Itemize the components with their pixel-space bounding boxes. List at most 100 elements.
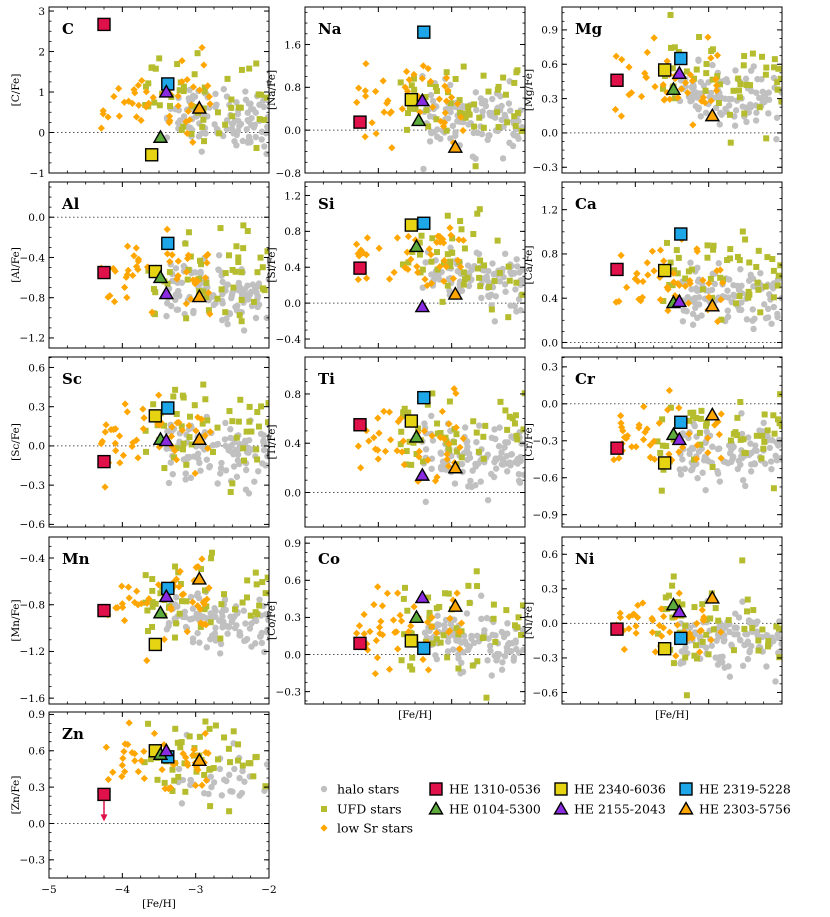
halo-star-point: [434, 126, 441, 133]
halo-star-point: [484, 496, 492, 504]
low-sr-star-point: [681, 282, 689, 290]
ufd-star-point: [771, 430, 778, 437]
low-sr-star-point: [670, 278, 678, 286]
low-sr-star-point: [661, 95, 669, 103]
ufd-star-point: [233, 243, 240, 250]
low-sr-star-point: [154, 581, 163, 589]
halo-star-point: [697, 78, 704, 86]
ufd-star-point: [264, 574, 269, 581]
low-sr-star-point: [637, 92, 646, 101]
low-sr-star-point: [623, 432, 632, 440]
star-he-2319-5228: [417, 25, 431, 39]
ufd-star-point: [765, 643, 772, 650]
low-sr-star-point: [191, 469, 199, 477]
halo-star-point: [219, 618, 226, 626]
halo-star-point: [452, 129, 459, 136]
y-tick-label: 0.0: [541, 399, 558, 411]
halo-star-point: [186, 616, 194, 623]
ufd-star-point: [230, 728, 237, 735]
low-sr-star-point: [118, 582, 126, 590]
halo-star-point: [194, 629, 201, 637]
y-tick-label: 0.0: [284, 298, 301, 310]
low-sr-star-point: [119, 754, 127, 762]
low-sr-star-point: [144, 263, 152, 271]
ufd-star-point: [506, 413, 513, 420]
low-sr-star-point: [372, 636, 380, 645]
star-he-0104-5300: [408, 429, 425, 443]
halo-star-point: [187, 124, 194, 132]
ufd-star-point: [185, 266, 192, 273]
low-sr-star-point: [679, 443, 687, 451]
low-sr-star-point: [639, 277, 647, 286]
low-sr-star-point: [617, 412, 625, 420]
halo-star-point: [691, 299, 699, 306]
halo-star-point: [744, 638, 752, 645]
low-sr-star-point: [394, 645, 402, 653]
halo-star-point: [179, 776, 187, 784]
low-sr-star-point: [611, 105, 620, 114]
halo-star-point: [756, 427, 763, 434]
low-sr-star-point: [132, 113, 141, 121]
halo-star-point: [240, 607, 248, 614]
low-sr-star-point: [455, 628, 464, 636]
ufd-star-point: [247, 612, 254, 619]
low-sr-star-point: [633, 613, 642, 622]
halo-star-point: [496, 424, 503, 431]
halo-star-point: [458, 639, 465, 646]
element-label: Ca: [575, 195, 597, 213]
ufd-star-point: [214, 295, 221, 302]
halo-star-point: [243, 126, 250, 133]
ufd-star-point: [218, 601, 225, 608]
ufd-star-point: [405, 259, 412, 266]
halo-star-point: [218, 792, 226, 799]
low-sr-star-point: [380, 407, 388, 415]
y-tick-label: 0.0: [28, 818, 45, 830]
halo-star-point: [690, 91, 697, 99]
low-sr-star-point: [650, 437, 658, 445]
ufd-star-point: [226, 808, 233, 815]
ufd-star-point: [513, 279, 520, 286]
star-he-1310-0536: [97, 17, 111, 32]
halo-star-point: [246, 625, 254, 632]
halo-star-point: [507, 302, 514, 309]
low-sr-star-point: [445, 420, 453, 428]
low-sr-star-point: [674, 93, 682, 102]
ufd-star-point: [770, 485, 777, 492]
ufd-star-point: [439, 298, 446, 305]
ufd-star-point: [265, 400, 269, 407]
halo-star-point: [778, 640, 782, 648]
low-sr-star-point: [139, 425, 148, 433]
ufd-star-point: [188, 130, 195, 137]
halo-star-point: [492, 465, 500, 472]
program-stars: [610, 590, 721, 656]
ufd-star-point: [239, 599, 246, 606]
ufd-star-point: [750, 607, 757, 614]
halo-star-point: [219, 300, 226, 307]
halo-star-point: [774, 310, 781, 318]
low-sr-star-point: [99, 107, 107, 115]
halo-star-point: [220, 85, 228, 93]
star-he-2319-5228: [161, 401, 175, 415]
halo-star-point: [709, 61, 716, 69]
low-sr-star-point: [693, 245, 701, 253]
halo-star-point: [764, 305, 772, 313]
halo-star-point: [263, 761, 269, 768]
ufd-star-point: [466, 599, 473, 606]
low-sr-star-point: [452, 423, 460, 432]
halo-star-point: [465, 282, 473, 290]
halo-star-point: [763, 631, 771, 639]
ufd-star-point: [444, 251, 451, 258]
halo-star-point: [214, 480, 221, 487]
ufd-star-point: [201, 138, 208, 145]
halo-star-point: [487, 647, 494, 654]
y-tick-label: −0.4: [20, 252, 46, 264]
ufd-star-point: [400, 412, 407, 419]
ufd-star-point: [401, 631, 408, 638]
halo-star-point: [488, 434, 496, 442]
y-tick-label: 0.6: [28, 746, 45, 758]
program-stars: [97, 236, 208, 303]
star-he-2303-5756: [191, 100, 208, 114]
y-tick-label: 1.2: [284, 190, 301, 202]
ufd-star-point: [197, 257, 204, 264]
ufd-star-point: [658, 487, 665, 494]
